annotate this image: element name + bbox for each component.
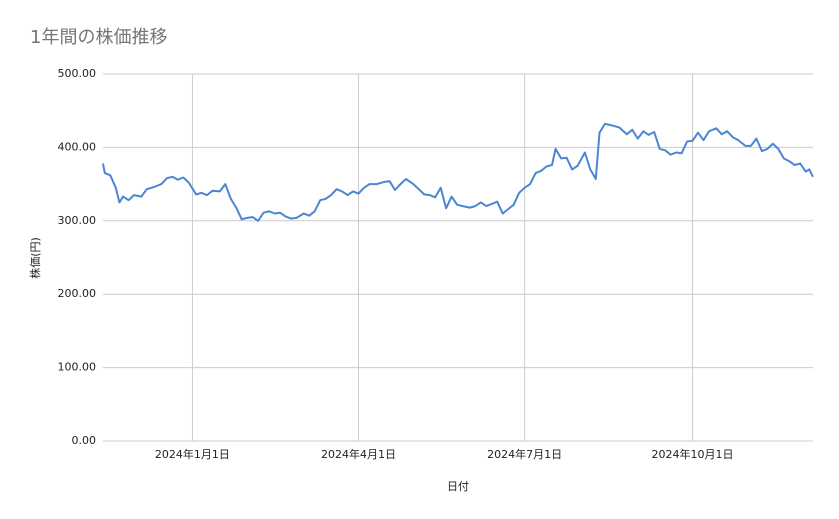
x-axis-label: 日付 [447,480,469,493]
y-tick-label: 500.00 [58,67,97,80]
x-tick-label: 2024年1月1日 [155,447,230,461]
y-tick-label: 300.00 [58,214,97,227]
x-tick-label: 2024年4月1日 [321,447,396,461]
y-tick-label: 0.00 [72,434,97,447]
x-tick-label: 2024年10月1日 [652,447,734,461]
y-tick-label: 100.00 [58,361,97,374]
data-line [102,122,814,222]
chart-title: 1年間の株価推移 [30,27,167,48]
y-tick-label: 200.00 [58,287,97,300]
y-axis-label: 株価(円) [28,237,42,279]
y-tick-label: 400.00 [58,140,97,153]
x-tick-label: 2024年7月1日 [487,447,562,461]
